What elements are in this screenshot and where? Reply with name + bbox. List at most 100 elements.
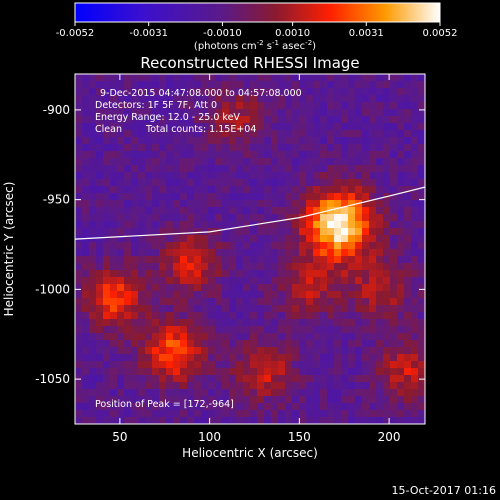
heatmap-cell: [299, 130, 307, 138]
heatmap-cell: [103, 165, 111, 173]
heatmap-cell: [411, 389, 419, 397]
heatmap-cell: [215, 277, 223, 285]
heatmap-cell: [327, 221, 335, 229]
heatmap-cell: [243, 319, 251, 327]
heatmap-cell: [369, 354, 377, 362]
heatmap-cell: [390, 389, 398, 397]
heatmap-cell: [257, 326, 265, 334]
colorbar-tick-label: 0.0052: [423, 28, 458, 39]
heatmap-cell: [173, 242, 181, 250]
heatmap-cell: [124, 284, 132, 292]
heatmap-cell: [145, 298, 153, 306]
heatmap-cell: [313, 123, 321, 131]
heatmap-cell: [271, 354, 279, 362]
heatmap-cell: [229, 263, 237, 271]
heatmap-cell: [306, 249, 314, 257]
heatmap-cell: [145, 340, 153, 348]
heatmap-cell: [138, 347, 146, 355]
heatmap-cell: [278, 410, 286, 418]
heatmap-cell: [173, 396, 181, 404]
heatmap-cell: [145, 144, 153, 152]
heatmap-cell: [327, 382, 335, 390]
heatmap-cell: [404, 256, 412, 264]
heatmap-cell: [229, 102, 237, 110]
heatmap-cell: [236, 144, 244, 152]
heatmap-cell: [397, 291, 405, 299]
colorbar-tick-label: -0.0052: [56, 28, 95, 39]
heatmap-cell: [222, 221, 230, 229]
heatmap-cell: [166, 74, 174, 82]
heatmap-cell: [201, 375, 209, 383]
heatmap-cell: [82, 95, 90, 103]
heatmap-cell: [271, 221, 279, 229]
heatmap-cell: [236, 123, 244, 131]
heatmap-cell: [194, 277, 202, 285]
heatmap-cell: [285, 417, 293, 424]
heatmap-cell: [117, 186, 125, 194]
heatmap-cell: [292, 130, 300, 138]
heatmap-cell: [271, 326, 279, 334]
heatmap-cell: [89, 333, 97, 341]
heatmap-cell: [131, 382, 139, 390]
heatmap-cell: [404, 319, 412, 327]
heatmap-cell: [229, 95, 237, 103]
heatmap-cell: [383, 312, 391, 320]
heatmap-cell: [320, 284, 328, 292]
heatmap-cell: [397, 95, 405, 103]
heatmap-cell: [404, 242, 412, 250]
heatmap-cell: [222, 263, 230, 271]
heatmap-cell: [292, 151, 300, 159]
heatmap-cell: [397, 277, 405, 285]
heatmap-cell: [285, 74, 293, 82]
heatmap-cell: [397, 207, 405, 215]
heatmap-cell: [124, 228, 132, 236]
heatmap-cell: [82, 193, 90, 201]
heatmap-cell: [152, 200, 160, 208]
heatmap-cell: [236, 410, 244, 418]
heatmap-cell: [117, 361, 125, 369]
heatmap-cell: [110, 123, 118, 131]
heatmap-cell: [166, 109, 174, 117]
heatmap-cell: [124, 375, 132, 383]
y-tick-label: -950: [43, 193, 70, 207]
x-tick-label: 150: [288, 430, 311, 444]
heatmap-cell: [243, 221, 251, 229]
heatmap-cell: [131, 221, 139, 229]
heatmap-cell: [187, 340, 195, 348]
heatmap-cell: [418, 270, 425, 278]
heatmap-cell: [138, 326, 146, 334]
heatmap-cell: [89, 221, 97, 229]
heatmap-cell: [229, 130, 237, 138]
heatmap-cell: [117, 375, 125, 383]
heatmap-cell: [173, 109, 181, 117]
heatmap-cell: [75, 403, 83, 411]
heatmap-cell: [320, 403, 328, 411]
heatmap-cell: [208, 319, 216, 327]
heatmap-cell: [222, 319, 230, 327]
heatmap-cell: [131, 242, 139, 250]
heatmap-cell: [376, 193, 384, 201]
heatmap-cell: [292, 256, 300, 264]
heatmap-cell: [194, 214, 202, 222]
heatmap-cell: [390, 235, 398, 243]
heatmap-cell: [222, 95, 230, 103]
heatmap-cell: [96, 158, 104, 166]
heatmap-cell: [278, 340, 286, 348]
heatmap-cell: [173, 235, 181, 243]
heatmap-cell: [194, 340, 202, 348]
heatmap-cell: [369, 158, 377, 166]
heatmap-cell: [215, 193, 223, 201]
heatmap-cell: [292, 284, 300, 292]
heatmap-cell: [96, 249, 104, 257]
heatmap-cell: [187, 172, 195, 180]
heatmap-cell: [82, 270, 90, 278]
heatmap-cell: [243, 354, 251, 362]
heatmap-cell: [201, 179, 209, 187]
heatmap-cell: [187, 214, 195, 222]
heatmap-cell: [292, 158, 300, 166]
heatmap-cell: [390, 284, 398, 292]
heatmap-cell: [299, 263, 307, 271]
heatmap-cell: [362, 193, 370, 201]
heatmap-cell: [271, 417, 279, 424]
heatmap-cell: [236, 277, 244, 285]
